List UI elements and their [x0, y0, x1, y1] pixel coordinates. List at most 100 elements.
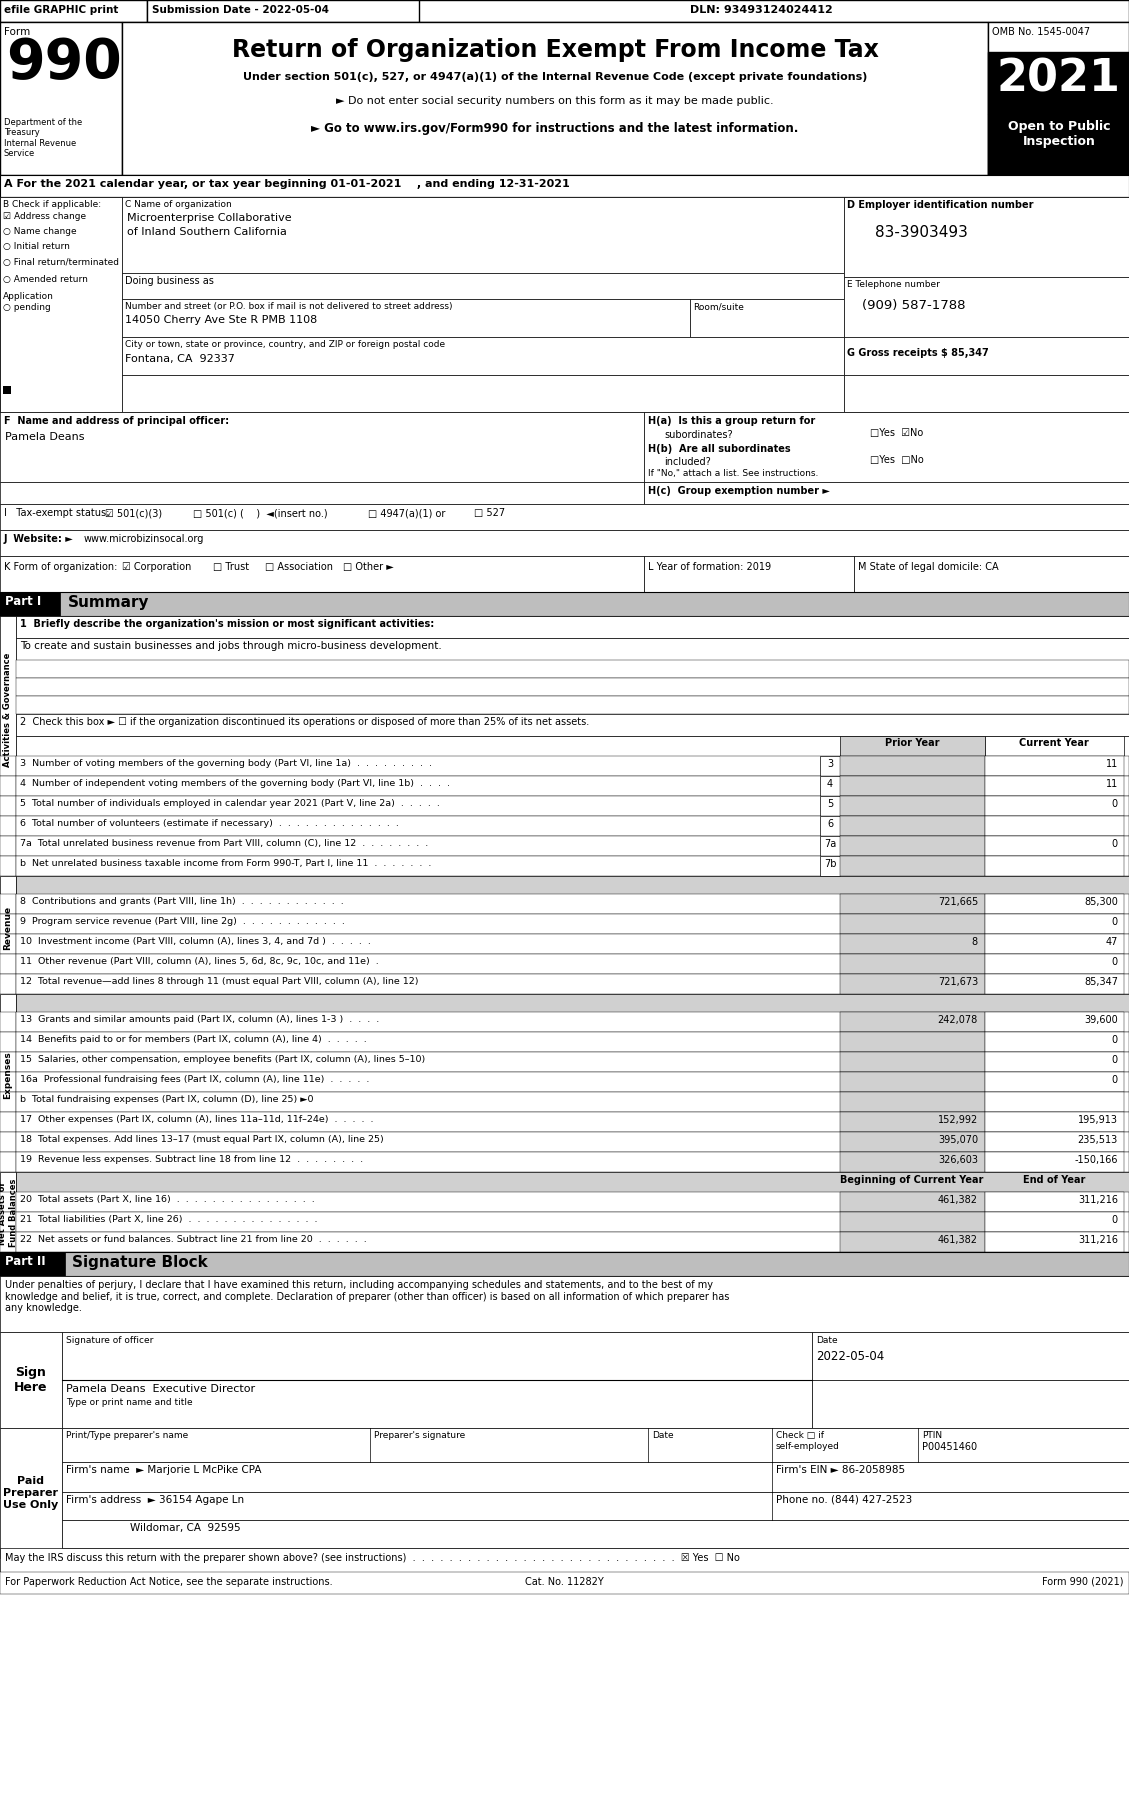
Bar [16, 697, 1129, 715]
Bar [0, 1331, 62, 1428]
Bar [0, 816, 16, 836]
Text: Under penalties of perjury, I declare that I have examined this return, includin: Under penalties of perjury, I declare th… [5, 1281, 729, 1313]
Text: 0: 0 [1112, 798, 1118, 809]
Bar [16, 1072, 1129, 1092]
Bar [0, 894, 16, 914]
Text: 0: 0 [1112, 918, 1118, 927]
Bar [16, 934, 1129, 954]
Bar [16, 660, 1129, 678]
Text: 990: 990 [6, 36, 122, 91]
Text: ○ Final return/terminated: ○ Final return/terminated [3, 258, 119, 267]
Text: □ 4947(a)(1) or: □ 4947(a)(1) or [368, 508, 445, 519]
Text: Department of the
Treasury
Internal Revenue
Service: Department of the Treasury Internal Reve… [5, 118, 82, 158]
Bar [844, 375, 1129, 412]
Text: ○ Amended return: ○ Amended return [3, 276, 88, 285]
Bar [16, 715, 1129, 736]
Text: 461,382: 461,382 [938, 1235, 978, 1244]
Text: 3  Number of voting members of the governing body (Part VI, line 1a)  .  .  .  .: 3 Number of voting members of the govern… [20, 758, 432, 767]
Text: H(a)  Is this a group return for: H(a) Is this a group return for [648, 415, 815, 426]
Bar [984, 1032, 1124, 1052]
Bar [840, 1152, 984, 1172]
Bar [984, 1212, 1124, 1232]
Text: To create and sustain businesses and jobs through micro-business development.: To create and sustain businesses and job… [20, 640, 441, 651]
Text: P00451460: P00451460 [922, 1442, 977, 1451]
Bar [984, 914, 1124, 934]
Text: 14050 Cherry Ave Ste R PMB 1108: 14050 Cherry Ave Ste R PMB 1108 [125, 316, 317, 325]
Text: H(b)  Are all subordinates: H(b) Are all subordinates [648, 444, 790, 454]
Text: End of Year: End of Year [1023, 1175, 1085, 1185]
Bar [984, 776, 1124, 796]
Bar [0, 591, 1129, 617]
Text: Return of Organization Exempt From Income Tax: Return of Organization Exempt From Incom… [231, 38, 878, 62]
Bar [840, 1232, 984, 1252]
Bar [840, 1212, 984, 1232]
Text: Form: Form [5, 27, 30, 36]
Bar [854, 557, 1129, 591]
Bar [984, 1132, 1124, 1152]
Text: 5  Total number of individuals employed in calendar year 2021 (Part V, line 2a) : 5 Total number of individuals employed i… [20, 798, 440, 807]
Bar [16, 816, 1129, 836]
Bar [840, 856, 984, 876]
Text: If "No," attach a list. See instructions.: If "No," attach a list. See instructions… [648, 470, 819, 479]
Text: Pamela Deans  Executive Director: Pamela Deans Executive Director [65, 1384, 255, 1393]
Bar [0, 856, 16, 876]
Bar [0, 1252, 1129, 1275]
Text: 0: 0 [1112, 1036, 1118, 1045]
Text: Room/suite: Room/suite [693, 301, 744, 310]
Bar [0, 756, 16, 776]
Bar [16, 1212, 1129, 1232]
Bar [16, 914, 1129, 934]
Bar [0, 1232, 16, 1252]
Text: F  Name and address of principal officer:: F Name and address of principal officer: [5, 415, 229, 426]
Text: 152,992: 152,992 [938, 1116, 978, 1125]
Text: Pamela Deans: Pamela Deans [5, 432, 85, 443]
Text: Prior Year: Prior Year [885, 738, 939, 747]
Bar [16, 1092, 1129, 1112]
Text: 242,078: 242,078 [938, 1016, 978, 1025]
Text: Phone no. (844) 427-2523: Phone no. (844) 427-2523 [776, 1495, 912, 1506]
Text: Firm's address  ► 36154 Agape Ln: Firm's address ► 36154 Agape Ln [65, 1495, 244, 1506]
Bar [16, 678, 1129, 697]
Text: b  Net unrelated business taxable income from Form 990-T, Part I, line 11  .  . : b Net unrelated business taxable income … [20, 860, 431, 869]
Text: Firm's name  ► Marjorie L McPike CPA: Firm's name ► Marjorie L McPike CPA [65, 1466, 262, 1475]
Bar [840, 836, 984, 856]
Text: 0: 0 [1112, 1215, 1118, 1224]
Bar [812, 1331, 1129, 1380]
Text: Application: Application [3, 292, 54, 301]
Text: www.microbizinsocal.org: www.microbizinsocal.org [84, 533, 204, 544]
Bar [16, 756, 1129, 776]
Bar [844, 198, 1129, 278]
Bar [16, 1152, 1129, 1172]
Text: 2  Check this box ► ☐ if the organization discontinued its operations or dispose: 2 Check this box ► ☐ if the organization… [20, 717, 589, 727]
Text: Form 990 (2021): Form 990 (2021) [1042, 1576, 1124, 1587]
Text: b  Total fundraising expenses (Part IX, column (D), line 25) ►0: b Total fundraising expenses (Part IX, c… [20, 1096, 314, 1105]
Bar [0, 1428, 62, 1558]
Bar [0, 974, 16, 994]
Text: ○ Name change: ○ Name change [3, 227, 77, 236]
Text: 8  Contributions and grants (Part VIII, line 1h)  .  .  .  .  .  .  .  .  .  .  : 8 Contributions and grants (Part VIII, l… [20, 896, 343, 905]
Text: 311,216: 311,216 [1078, 1195, 1118, 1204]
Text: 721,673: 721,673 [938, 978, 978, 987]
Text: Number and street (or P.O. box if mail is not delivered to street address): Number and street (or P.O. box if mail i… [125, 301, 453, 310]
Bar [984, 894, 1124, 914]
Bar [16, 776, 1129, 796]
Bar [984, 836, 1124, 856]
Bar [840, 934, 984, 954]
Bar [0, 1032, 16, 1052]
Bar [3, 386, 11, 394]
Text: 311,216: 311,216 [1078, 1235, 1118, 1244]
Bar [0, 174, 1129, 198]
Text: 395,070: 395,070 [938, 1136, 978, 1145]
Bar [840, 1072, 984, 1092]
Bar [984, 1052, 1124, 1072]
Text: 15  Salaries, other compensation, employee benefits (Part IX, column (A), lines : 15 Salaries, other compensation, employe… [20, 1056, 426, 1065]
Bar [984, 1092, 1124, 1112]
Text: Sign
Here: Sign Here [15, 1366, 47, 1393]
Bar [0, 412, 644, 483]
Bar [984, 856, 1124, 876]
Text: 19  Revenue less expenses. Subtract line 18 from line 12  .  .  .  .  .  .  .  .: 19 Revenue less expenses. Subtract line … [20, 1156, 364, 1165]
Bar [122, 22, 988, 174]
Bar [0, 557, 644, 591]
Bar [16, 1172, 1129, 1192]
Bar [844, 278, 1129, 337]
